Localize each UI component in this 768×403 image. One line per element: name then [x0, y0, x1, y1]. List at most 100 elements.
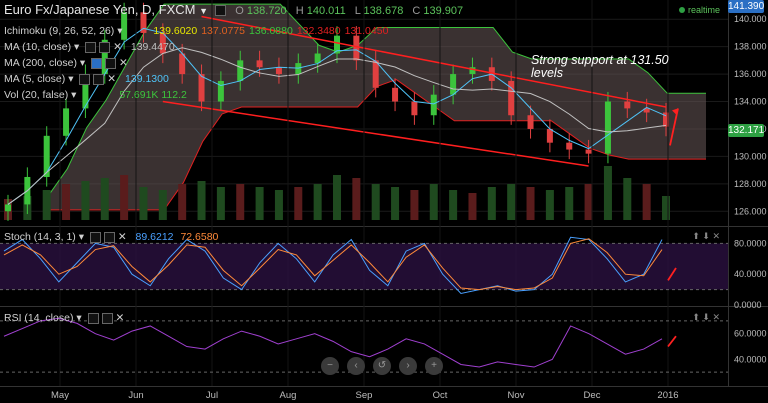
candle-body: [334, 35, 340, 54]
chevron-down-icon[interactable]: ▼: [199, 6, 209, 16]
zoom-in-icon[interactable]: +: [425, 357, 443, 375]
candle-body: [63, 108, 70, 136]
close-icon[interactable]: ✕: [110, 41, 122, 53]
candle-body: [624, 101, 631, 109]
volume-bar: [565, 187, 574, 220]
y-tick-label: 130.000: [734, 151, 767, 161]
volume-bar: [623, 178, 632, 220]
candle-body: [450, 74, 457, 95]
candle-body: [217, 80, 224, 102]
rsi-up-arrow-icon: [667, 335, 677, 348]
settings-icon[interactable]: [87, 312, 99, 324]
indicator-ma200[interactable]: MA (200, close) ▾ ✕: [4, 57, 128, 69]
candle-body: [469, 67, 476, 75]
volume-bar: [410, 190, 419, 220]
x-tick-label: Aug: [280, 390, 297, 401]
forward-icon[interactable]: ›: [399, 357, 417, 375]
x-tick-label: Jun: [128, 390, 143, 401]
ma5-line: [7, 27, 667, 205]
candle-body: [82, 74, 89, 109]
candle-body: [121, 12, 128, 40]
volume-bar: [100, 178, 109, 220]
back-icon[interactable]: ‹: [347, 357, 365, 375]
price-tag-top: 141.390: [728, 0, 765, 13]
live-dot-icon: [678, 7, 685, 13]
trendline: [201, 15, 667, 108]
rsi-label[interactable]: RSI (14, close) ▾ ✕: [4, 312, 125, 324]
panel-controls-stoch[interactable]: ⬆ ⬇ ✕: [692, 231, 720, 241]
volume-bar: [468, 193, 477, 220]
x-tick-label: 2016: [657, 390, 678, 401]
candle-body: [5, 204, 11, 212]
hide-icon[interactable]: [93, 73, 105, 85]
stoch-up-arrow-icon: [667, 267, 677, 281]
candle-body: [585, 149, 592, 154]
y-tick-label: 126.000: [734, 206, 767, 216]
hide-icon[interactable]: [103, 231, 115, 243]
realtime-indicator: realtime: [678, 5, 720, 15]
y-tick-label: 134.000: [734, 97, 767, 107]
volume-bar: [584, 184, 593, 220]
candle-body: [411, 101, 418, 116]
volume-bar: [391, 187, 400, 220]
settings-icon[interactable]: [85, 41, 97, 53]
ichimoku-value: 139.6020: [153, 25, 198, 37]
x-tick-label: Dec: [584, 390, 601, 401]
indicator-ma5[interactable]: MA (5, close) ▾ ✕ 139.1300: [4, 73, 169, 85]
candle-body: [275, 67, 282, 75]
settings-icon[interactable]: [91, 57, 103, 69]
symbol-title[interactable]: Euro Fx/Japanese Yen, D, FXCM: [4, 2, 196, 17]
volume-bar: [371, 184, 380, 220]
volume-bar: [526, 187, 535, 220]
volume-bar: [42, 190, 51, 220]
candle-body: [392, 87, 399, 102]
candle-body: [372, 60, 379, 88]
rsi-y-tick: 60.0000: [734, 329, 767, 339]
x-tick-label: Oct: [433, 390, 448, 401]
close-icon[interactable]: ✕: [116, 57, 128, 69]
candle-body: [159, 32, 166, 54]
rsi-y-tick: 40.0000: [734, 354, 767, 364]
candle-body: [508, 80, 515, 116]
settings-icon[interactable]: [89, 231, 101, 243]
candle-body: [237, 60, 244, 81]
indicator-ichimoku[interactable]: Ichimoku (9, 26, 52, 26) ▾ 139.6020 137.0…: [4, 25, 389, 37]
volume-bar: [507, 184, 516, 220]
hide-icon[interactable]: [99, 41, 111, 53]
settings-icon[interactable]: [79, 73, 91, 85]
up-arrow-icon: [669, 108, 679, 146]
reset-icon[interactable]: ↺: [373, 357, 391, 375]
rsi-line: [3, 317, 663, 368]
indicator-volume[interactable]: Vol (20, false) ▾ 57.691K 112.2: [4, 89, 187, 101]
candle-body: [256, 60, 263, 68]
volume-bar: [236, 184, 245, 220]
volume-bar: [449, 190, 458, 220]
zoom-out-icon[interactable]: −: [321, 357, 339, 375]
indicator-ma10[interactable]: MA (10, close) ▾ ✕ 139.4470: [4, 41, 175, 53]
candle-body: [101, 39, 108, 75]
hide-icon[interactable]: [101, 312, 113, 324]
volume-bar: [178, 184, 187, 220]
close-icon[interactable]: ✕: [114, 231, 127, 243]
stoch-label[interactable]: Stoch (14, 3, 1) ▾ ✕ 89.6212 72.6580: [4, 231, 219, 243]
close-icon[interactable]: ✕: [104, 73, 117, 85]
volume-bar: [487, 187, 496, 220]
volume-bar: [255, 187, 264, 220]
stoch-y-tick: 0.0000: [734, 300, 762, 310]
y-tick-label: 140.000: [734, 14, 767, 24]
hide-icon[interactable]: [105, 57, 117, 69]
candle-body: [198, 74, 205, 102]
volume-bar: [662, 196, 670, 220]
volume-bar: [81, 181, 90, 220]
gear-icon[interactable]: [214, 5, 226, 17]
candle-body: [604, 101, 611, 154]
volume-bar: [216, 187, 225, 220]
y-tick-label: 128.000: [734, 179, 767, 189]
close-icon[interactable]: ✕: [112, 312, 125, 324]
panel-controls-rsi[interactable]: ⬆ ⬇ ✕: [692, 312, 720, 322]
candle-body: [353, 35, 360, 61]
stoch-y-tick: 40.0000: [734, 269, 767, 279]
volume-bar: [429, 184, 438, 220]
volume-bar: [62, 184, 71, 220]
